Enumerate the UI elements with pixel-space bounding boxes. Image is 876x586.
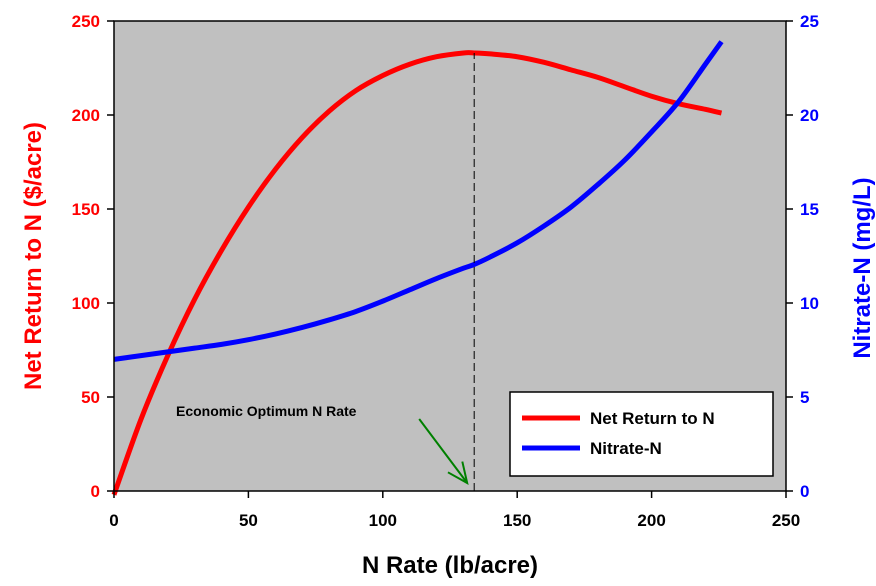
y-left-tick-label: 0 [91, 482, 100, 501]
y-right-tick-label: 0 [800, 482, 809, 501]
y-right-tick-label: 20 [800, 106, 819, 125]
legend: Net Return to N Nitrate-N [509, 391, 774, 477]
y-right-tick-label: 5 [800, 388, 809, 407]
plot-border [113, 20, 787, 492]
legend-entry-nitrate: Nitrate-N [590, 439, 662, 458]
y-left-tick-label: 50 [81, 388, 100, 407]
legend-entry-net-return: Net Return to N [590, 409, 715, 428]
legend-box [509, 391, 774, 477]
series-lines [111, 40, 724, 496]
x-axis-title: N Rate (lb/acre) [362, 552, 538, 579]
y-right-axis-title: Nitrate-N (mg/L) [849, 177, 876, 358]
x-tick-label: 0 [109, 511, 118, 530]
series-line-nitrate [113, 40, 724, 362]
x-tick-label: 50 [239, 511, 258, 530]
y-left-tick-label: 150 [72, 200, 100, 219]
y-left-axis-title: Net Return to N ($/acre) [20, 122, 47, 390]
y-right-tick-label: 15 [800, 200, 819, 219]
y-right-tick-label: 10 [800, 294, 819, 313]
annotation-arrow-shaft [418, 418, 468, 484]
series-line-net-return [111, 50, 723, 496]
x-tick-label: 100 [369, 511, 397, 530]
y-right-tick-label: 25 [800, 12, 819, 31]
y-left-tick-label: 100 [72, 294, 100, 313]
y-left-tick-label: 200 [72, 106, 100, 125]
x-tick-label: 250 [772, 511, 800, 530]
x-tick-label: 200 [637, 511, 665, 530]
annotation-arrow-head [447, 461, 469, 485]
annotation-group: Economic Optimum N Rate [176, 403, 469, 485]
y-left-tick-label: 250 [72, 12, 100, 31]
x-tick-label: 150 [503, 511, 531, 530]
economic-optimum-label: Economic Optimum N Rate [176, 403, 357, 419]
